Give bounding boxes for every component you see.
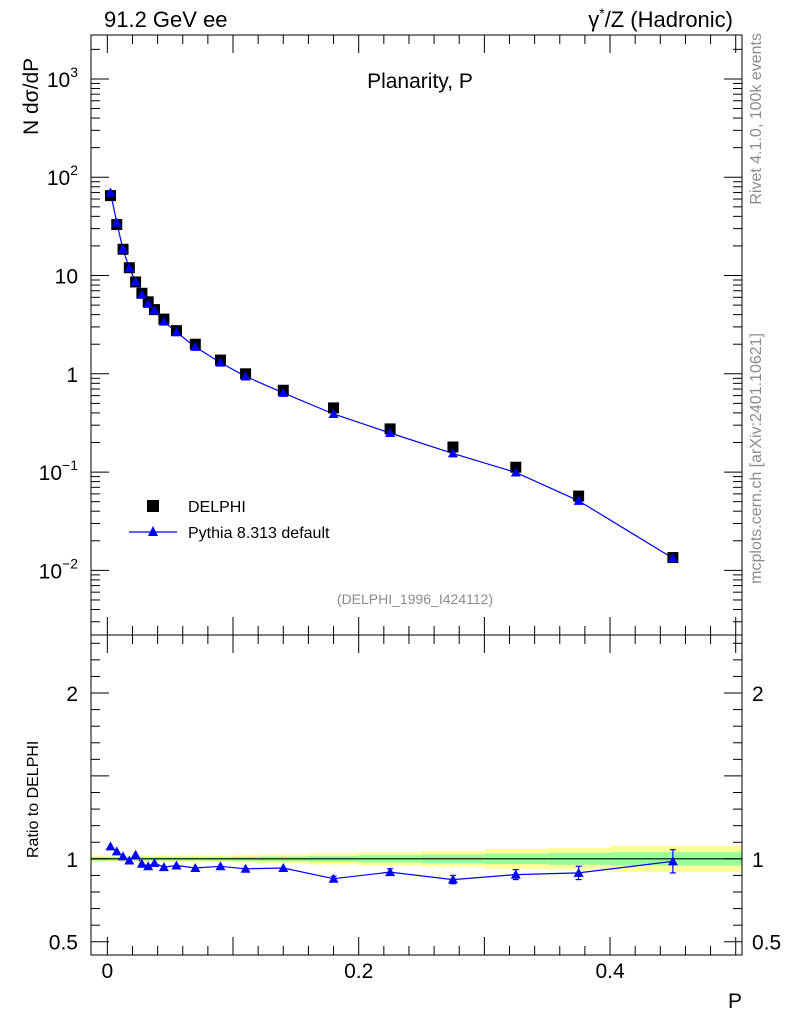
mc-point (149, 305, 160, 315)
mc-point (136, 289, 147, 299)
legend-mc-label: Pythia 8.313 default (188, 525, 330, 542)
ratio-axis-ticks: 2 2 1 1 0.5 0.5 0 0.2 0.4 (49, 635, 781, 983)
y-tick-label-main: 10−2 (39, 555, 79, 583)
ratio-point (111, 846, 122, 856)
mc-point (328, 408, 339, 418)
ratio-point (240, 863, 251, 873)
analysis-tag: (DELPHI_1996_I424112) (337, 591, 493, 607)
y-tick-label-main: 10−1 (39, 457, 79, 485)
y-axis-label-ratio: Ratio to DELPHI (25, 741, 42, 858)
y-tick-label-exp: 2 (70, 162, 78, 178)
legend-data-marker (147, 500, 159, 512)
ratio-point (118, 851, 129, 861)
ratio-point (385, 867, 396, 877)
y-tick-label-base: 10 (39, 462, 62, 485)
x-tick-label: 0.2 (344, 960, 373, 983)
mc-point (447, 448, 458, 458)
header-left: 91.2 GeV ee (104, 7, 228, 32)
ratio-point (573, 867, 584, 877)
y-tick-label-exp: −1 (62, 457, 78, 473)
ratio-point (278, 862, 289, 872)
data-point (510, 461, 522, 473)
ratio-point (510, 869, 521, 879)
ratio-point (215, 861, 226, 871)
ratio-point (105, 841, 116, 851)
ratio-series (105, 841, 678, 885)
ratio-point (130, 849, 141, 859)
ratio-point (667, 856, 678, 866)
y-tick-label-ratio-left: 2 (66, 683, 78, 706)
main-series (104, 187, 679, 564)
y-tick-label-ratio-left: 1 (66, 849, 78, 872)
y-tick-label-main: 10 (55, 266, 78, 289)
ratio-frame (90, 634, 743, 956)
mc-point (278, 387, 289, 397)
mc-point (124, 263, 135, 273)
y-tick-label-base: 10 (39, 560, 62, 583)
mc-point (111, 217, 122, 227)
y-tick-label-base: 1 (66, 364, 78, 387)
mc-point (158, 316, 169, 326)
x-axis-label: P (728, 990, 742, 1013)
ratio-point (190, 862, 201, 872)
mcplots-label: mcplots.cern.ch [arXiv:2401.10621] (748, 333, 765, 584)
mc-point (130, 276, 141, 286)
mc-point (190, 341, 201, 351)
y-tick-label-base: 10 (55, 266, 78, 289)
mc-point (105, 187, 116, 197)
data-point (447, 441, 459, 453)
legend: DELPHI Pythia 8.313 default (129, 499, 330, 542)
ratio-panel: 2 2 1 1 0.5 0.5 0 0.2 0.4 Ratio to DELPHI P (25, 634, 781, 1013)
y-axis-label-main: N dσ/dP (20, 58, 43, 135)
y-tick-label-main: 102 (47, 162, 78, 190)
y-tick-label-ratio-right: 2 (752, 683, 764, 706)
rivet-label: Rivet 4.1.0, 100k events (748, 33, 765, 205)
chart-title: Planarity, P (367, 70, 473, 93)
mc-point (573, 495, 584, 505)
y-tick-label-exp: −2 (62, 555, 78, 571)
ratio-point (149, 857, 160, 867)
mc-point (118, 244, 129, 254)
ratio-point (158, 862, 169, 872)
mc-point (385, 427, 396, 437)
y-tick-label-ratio-right: 1 (752, 849, 764, 872)
mc-point (240, 371, 251, 381)
y-tick-label-exp: 3 (70, 64, 78, 80)
header-right-prefix: γ (588, 7, 599, 32)
y-tick-label-main: 1 (66, 364, 78, 387)
y-tick-label-ratio-left: 0.5 (49, 932, 78, 955)
legend-data-label: DELPHI (188, 499, 246, 516)
mc-point (667, 553, 678, 563)
ratio-point (124, 855, 135, 865)
y-tick-label-main: 103 (47, 64, 78, 92)
ratio-point (447, 874, 458, 884)
mc-point (143, 298, 154, 308)
legend-mc-marker (148, 526, 158, 536)
ratio-point (328, 873, 339, 883)
y-tick-label-base: 10 (47, 69, 70, 92)
y-tick-label-ratio-right: 0.5 (752, 932, 781, 955)
header-right-suffix: /Z (Hadronic) (605, 7, 733, 32)
mc-point (171, 327, 182, 337)
x-tick-label: 0.4 (595, 960, 625, 983)
ratio-point (171, 860, 182, 870)
y-tick-label-base: 10 (47, 167, 70, 190)
ratio-point (143, 861, 154, 871)
x-tick-label: 0 (101, 960, 113, 983)
header-right: γ*/Z (Hadronic) (588, 5, 733, 32)
mc-point (215, 357, 226, 367)
header-right-sup: * (599, 5, 605, 21)
data-point (328, 402, 340, 414)
ratio-point (136, 858, 147, 868)
mc-point (510, 467, 521, 477)
main-frame (90, 34, 743, 636)
